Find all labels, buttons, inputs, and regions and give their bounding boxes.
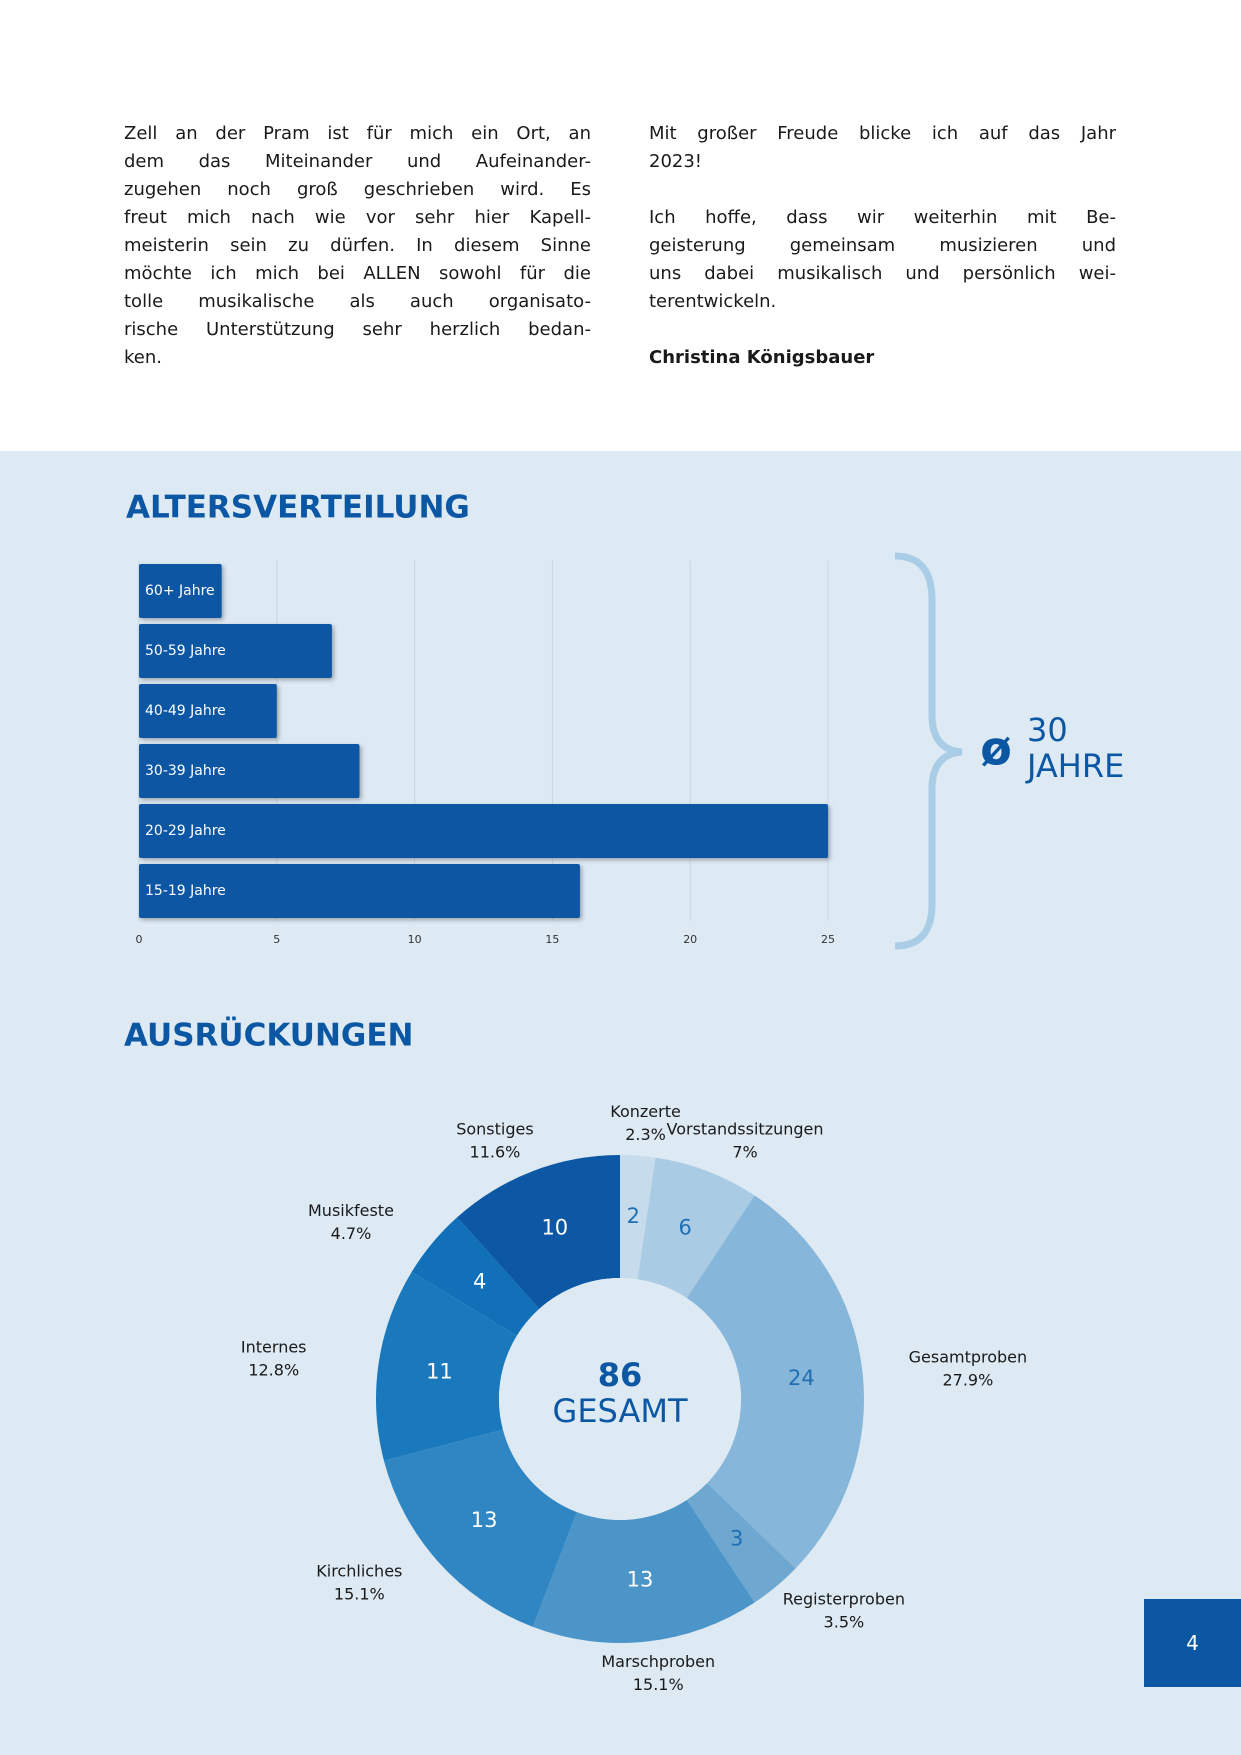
segment-value: 6: [679, 1216, 692, 1240]
bar: [139, 864, 580, 918]
percent-label: 15.1%: [334, 1585, 385, 1604]
category-label: Sonstiges: [456, 1120, 533, 1139]
text-line: möchte ich mich bei ALLEN sowohl für die: [124, 263, 591, 284]
bar: [139, 624, 332, 678]
text-line: uns dabei musikalisch und persönlich wei…: [649, 263, 1116, 284]
center-value: 86: [598, 1356, 643, 1394]
segment-value: 13: [627, 1567, 654, 1591]
x-tick-label: 0: [136, 933, 143, 946]
segment-value: 11: [426, 1359, 453, 1383]
text-line: dem das Miteinander und Aufeinander-: [124, 151, 591, 172]
segment-value: 4: [473, 1269, 486, 1293]
text-line: Ich hoffe, dass wir weiterhin mit Be-: [649, 207, 1116, 228]
donut-segment: [376, 1271, 517, 1461]
percent-label: 11.6%: [470, 1143, 521, 1162]
segment-value: 13: [471, 1508, 498, 1532]
percent-label: 7%: [732, 1143, 757, 1162]
segment-value: 10: [541, 1216, 568, 1240]
percent-label: 12.8%: [248, 1360, 299, 1379]
center-label: GESAMT: [553, 1392, 688, 1430]
donut-segment: [637, 1157, 755, 1299]
category-label: Vorstandssitzungen: [667, 1120, 824, 1139]
bar: [139, 684, 277, 738]
chart-title: AUSRÜCKUNGEN: [124, 1017, 414, 1054]
text-line: ken.: [124, 347, 162, 368]
donut-segment: [532, 1499, 755, 1643]
text-line: geisterung gemeinsam musizieren und: [649, 235, 1116, 256]
bar: [139, 744, 360, 798]
segment-value: 24: [788, 1366, 815, 1390]
text-line: Mit großer Freude blicke ich auf das Jah…: [649, 123, 1116, 144]
bar-label: 60+ Jahre: [145, 583, 215, 599]
text-line: meisterin sein zu dürfen. In diesem Sinn…: [124, 235, 591, 256]
x-tick-label: 5: [273, 933, 280, 946]
x-tick-label: 10: [408, 933, 422, 946]
x-tick-label: 20: [683, 933, 697, 946]
brace: [894, 552, 963, 950]
text-column: Mit großer Freude blicke ich auf das Jah…: [649, 120, 1116, 372]
text-line: zugehen noch groß geschrieben wird. Es: [124, 179, 591, 200]
signature: Christina Königsbauer: [649, 347, 875, 368]
bar: [139, 804, 828, 858]
text-line: 2023!: [649, 151, 703, 172]
category-label: Gesamtproben: [909, 1347, 1028, 1366]
percent-label: 15.1%: [633, 1675, 684, 1694]
percent-label: 4.7%: [331, 1224, 372, 1243]
percent-label: 2.3%: [625, 1125, 666, 1144]
donut-segment: [383, 1429, 577, 1627]
donut-segment: [457, 1155, 620, 1309]
text-line: tolle musikalische als auch organisato-: [124, 291, 591, 312]
category-label: Kirchliches: [316, 1562, 402, 1581]
segment-value: 3: [730, 1526, 743, 1550]
category-label: Registerproben: [783, 1590, 905, 1609]
x-tick-label: 25: [821, 933, 835, 946]
category-label: Internes: [241, 1337, 307, 1356]
bar-label: 30-39 Jahre: [145, 763, 226, 779]
bar-label: 50-59 Jahre: [145, 643, 226, 659]
donut-segment: [411, 1217, 540, 1336]
text-line: terentwickeln.: [649, 291, 777, 312]
percent-label: 3.5%: [824, 1613, 865, 1632]
donut-hole: [499, 1278, 741, 1520]
chart-title: ALTERSVERTEILUNG: [126, 490, 470, 526]
category-label: Musikfeste: [308, 1201, 394, 1220]
bar-label: 15-19 Jahre: [145, 883, 226, 899]
annotation-text: JAHRE: [1025, 747, 1124, 785]
category-label: Marschproben: [601, 1652, 715, 1671]
donut-segment: [620, 1155, 656, 1280]
donut-segment: [686, 1482, 796, 1603]
bar-label: 40-49 Jahre: [145, 703, 226, 719]
text-line: Zell an der Pram ist für mich ein Ort, a…: [124, 123, 591, 144]
text-line: freut mich nach wie vor sehr hier Kapell…: [124, 207, 591, 228]
bar-label: 20-29 Jahre: [145, 823, 226, 839]
annotation-text: 30: [1027, 711, 1068, 749]
percent-label: 27.9%: [942, 1370, 993, 1389]
text-column: Zell an der Pram ist für mich ein Ort, a…: [124, 120, 591, 372]
annotation-symbol: ø: [980, 722, 1012, 776]
category-label: Konzerte: [610, 1102, 681, 1121]
segment-value: 2: [627, 1204, 640, 1228]
x-tick-label: 15: [545, 933, 559, 946]
text-line: rische Unterstützung sehr herzlich bedan…: [124, 319, 591, 340]
bar: [139, 564, 222, 618]
donut-segment: [686, 1195, 864, 1569]
page-number: 4: [1144, 1599, 1241, 1687]
